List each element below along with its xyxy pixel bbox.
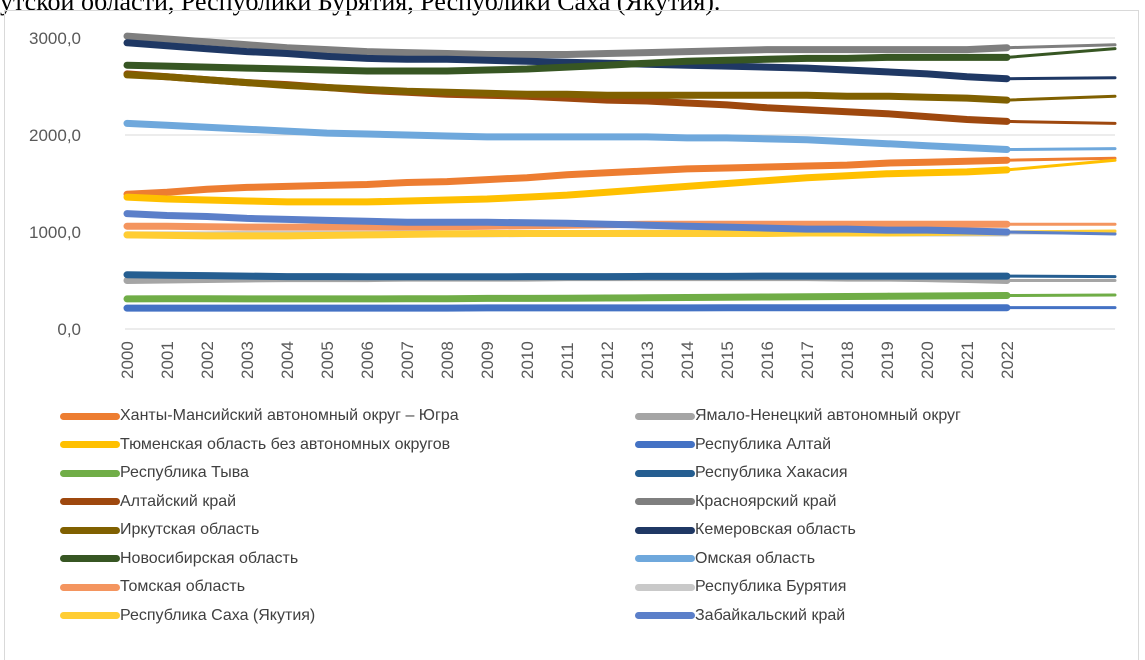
x-tick-label: 2003 [238, 341, 257, 379]
legend-label: Республика Хакасия [695, 464, 848, 482]
series-line-extension [1007, 96, 1115, 100]
legend-label: Ханты-Мансийский автономный округ – Югра [120, 407, 459, 425]
series-line [127, 275, 1007, 277]
legend-label: Ямало-Ненецкий автономный округ [695, 407, 961, 425]
series-line [127, 123, 1007, 149]
legend-entry: Ямало-Ненецкий автономный округ [635, 402, 1140, 431]
legend-entry: Кемеровская область [635, 516, 1140, 545]
legend-swatch [635, 470, 695, 477]
legend-entry: Ханты-Мансийский автономный округ – Югра [60, 402, 635, 431]
y-tick-label: 0,0 [57, 320, 81, 339]
x-tick-label: 2000 [118, 341, 137, 379]
legend-label: Республика Бурятия [695, 578, 846, 596]
legend-swatch [60, 555, 120, 562]
legend-swatch [635, 413, 695, 420]
y-tick-label: 2000,0 [29, 126, 81, 145]
series-line-extension [1007, 121, 1115, 123]
legend-swatch [635, 612, 695, 619]
legend-entry: Забайкальский край [635, 602, 1140, 631]
y-tick-label: 3000,0 [29, 29, 81, 48]
legend-swatch [635, 527, 695, 534]
y-axis-ticks: 0,0 1000,0 2000,0 3000,0 [29, 29, 81, 339]
x-tick-label: 2001 [158, 341, 177, 379]
x-tick-label: 2005 [318, 341, 337, 379]
series-line [127, 75, 1007, 100]
x-axis-ticks: 2000 2001 2002 2003 2004 2005 2006 2007 2008 2009… [118, 341, 1017, 379]
series-line [127, 296, 1007, 299]
legend-swatch [635, 584, 695, 591]
x-tick-label: 2009 [478, 341, 497, 379]
series-line-extension [1007, 49, 1115, 58]
x-tick-label: 2022 [998, 341, 1017, 379]
x-tick-label: 2014 [678, 341, 697, 379]
legend-label: Новосибирская область [120, 550, 298, 568]
legend-entry: Иркутская область [60, 516, 635, 545]
legend-entry: Республика Саха (Якутия) [60, 602, 635, 631]
x-tick-label: 2013 [638, 341, 657, 379]
x-tick-label: 2002 [198, 341, 217, 379]
x-tick-label: 2021 [958, 341, 977, 379]
legend-label: Тюменская область без автономных округов [120, 436, 450, 454]
legend-label: Республика Тыва [120, 464, 249, 482]
legend-swatch [60, 470, 120, 477]
x-tick-label: 2010 [518, 341, 537, 379]
legend-entry: Республика Тыва [60, 459, 635, 488]
x-tick-label: 2012 [598, 341, 617, 379]
legend-label: Кемеровская область [695, 521, 856, 539]
legend-swatch [60, 441, 120, 448]
x-tick-label: 2004 [278, 341, 297, 379]
x-tick-label: 2017 [798, 341, 817, 379]
series-line-extension [1007, 158, 1115, 160]
legend-entry: Томская область [60, 573, 635, 602]
legend-label: Алтайский край [120, 493, 236, 511]
legend-label: Иркутская область [120, 521, 259, 539]
y-tick-label: 1000,0 [29, 223, 81, 242]
legend-label: Красноярский край [695, 493, 836, 511]
x-tick-label: 2006 [358, 341, 377, 379]
legend-entry: Омская область [635, 545, 1140, 574]
x-tick-label: 2007 [398, 341, 417, 379]
x-tick-label: 2015 [718, 341, 737, 379]
x-tick-label: 2020 [918, 341, 937, 379]
legend-label: Омская область [695, 550, 815, 568]
x-tick-label: 2019 [878, 341, 897, 379]
legend-swatch [635, 555, 695, 562]
series-line-extension [1007, 78, 1115, 79]
legend-label: Томская область [120, 578, 245, 596]
legend-label: Забайкальский край [695, 607, 845, 625]
chart-legend: Ханты-Мансийский автономный округ – Югра… [60, 402, 1140, 630]
series-line-extension [1007, 232, 1115, 234]
x-tick-label: 2018 [838, 341, 857, 379]
x-tick-label: 2008 [438, 341, 457, 379]
series-line-extension [1007, 45, 1115, 48]
legend-entry: Республика Хакасия [635, 459, 1140, 488]
x-tick-label: 2016 [758, 341, 777, 379]
legend-swatch [60, 413, 120, 420]
legend-entry: Республика Алтай [635, 431, 1140, 460]
legend-entry: Новосибирская область [60, 545, 635, 574]
legend-swatch [635, 441, 695, 448]
legend-label: Республика Алтай [695, 436, 831, 454]
legend-swatch [60, 498, 120, 505]
legend-swatch [60, 584, 120, 591]
legend-entry: Красноярский край [635, 488, 1140, 517]
series-lines [127, 36, 1115, 308]
legend-entry: Алтайский край [60, 488, 635, 517]
series-line-extension [1007, 149, 1115, 150]
legend-label: Республика Саха (Якутия) [120, 607, 315, 625]
legend-entry: Тюменская область без автономных округов [60, 431, 635, 460]
legend-swatch [60, 612, 120, 619]
legend-entry: Республика Бурятия [635, 573, 1140, 602]
legend-swatch [635, 498, 695, 505]
series-line-extension [1007, 160, 1115, 170]
x-tick-label: 2011 [558, 342, 577, 379]
legend-swatch [60, 527, 120, 534]
